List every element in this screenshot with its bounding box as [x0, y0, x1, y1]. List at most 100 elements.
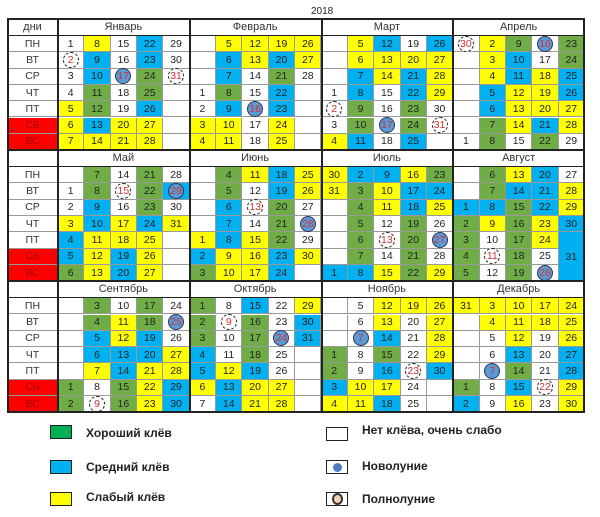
day-cell: 11: [84, 232, 111, 249]
day-cell: 31: [163, 68, 190, 85]
day-cell: 19: [137, 330, 164, 348]
empty-cell: [426, 396, 454, 413]
day-cell: 11: [84, 84, 111, 102]
day-cell: 1: [321, 264, 348, 282]
empty-cell: [321, 232, 348, 249]
month-divider: [452, 19, 455, 151]
legend-good-label: Хороший клёв: [86, 426, 172, 440]
day-cell: 26: [558, 84, 585, 102]
day-cell: 13: [374, 314, 401, 331]
day-cell: 2: [189, 101, 217, 118]
day-cell: 15: [374, 264, 401, 282]
day-cell: 8: [84, 379, 111, 396]
day-cell: 23: [532, 396, 559, 413]
new-moon-marker: 7: [484, 363, 501, 380]
day-cell: 29: [426, 264, 454, 282]
day-cell: 5: [58, 101, 85, 118]
day-cell: 13: [242, 52, 269, 69]
full-moon-marker: 30: [457, 35, 474, 52]
day-cell: 31: [426, 117, 454, 134]
empty-cell: [189, 36, 217, 53]
day-cell: 21: [137, 363, 164, 380]
day-cell: 30: [295, 314, 322, 331]
empty-cell: [453, 347, 480, 364]
day-cell: 27: [426, 314, 454, 331]
month-header: Февраль: [189, 19, 322, 36]
day-cell: 26: [532, 264, 559, 282]
day-cell: 4: [321, 396, 348, 413]
day-cell: 8: [84, 183, 111, 200]
empty-cell: [558, 264, 585, 282]
weekday-label: ПН: [8, 36, 58, 53]
day-cell: 1: [453, 199, 480, 216]
day-cell: 1: [453, 133, 480, 151]
weekday-label: ПН: [8, 167, 58, 184]
day-cell: 27: [426, 231, 454, 249]
day-cell: 1: [58, 183, 85, 200]
month-header: Ноябрь: [321, 281, 454, 299]
empty-cell: [453, 167, 480, 184]
empty-cell: [295, 379, 322, 396]
day-cell: 24: [400, 379, 427, 396]
day-cell: 23: [137, 199, 164, 216]
new-moon-marker: 25: [168, 314, 185, 331]
day-cell: 3: [189, 264, 217, 282]
empty-cell: [163, 101, 190, 118]
day-cell: 1: [453, 379, 480, 396]
month-header: Май: [58, 150, 190, 168]
day-cell: 7: [347, 248, 375, 265]
day-cell: 20: [532, 167, 559, 184]
day-cell: 3: [347, 183, 375, 200]
day-cell: 11: [505, 68, 533, 85]
empty-cell: [426, 379, 454, 396]
day-cell: 25: [295, 167, 322, 184]
day-cell: 2: [321, 100, 348, 118]
month-header: Сентябрь: [58, 281, 190, 299]
weekday-label: ПТ: [8, 232, 58, 249]
day-cell: 16: [505, 216, 533, 233]
empty-cell: [295, 133, 322, 151]
day-cell: 21: [532, 363, 559, 380]
day-cell: 11: [505, 314, 533, 331]
day-cell: 9: [374, 167, 401, 184]
day-cell: 10: [479, 232, 506, 249]
day-cell: 18: [110, 84, 138, 102]
day-cell: 2: [347, 167, 375, 184]
day-cell: 10: [374, 183, 401, 200]
day-cell: 9: [216, 248, 243, 265]
empty-cell: [58, 298, 85, 315]
day-cell: 19: [400, 36, 427, 53]
new-moon-marker: 29: [168, 183, 185, 200]
day-cell: 14: [110, 167, 138, 184]
full-moon-marker: 31: [431, 117, 448, 134]
day-cell: 14: [374, 68, 401, 85]
day-cell: 14: [374, 248, 401, 265]
day-cell: 27: [163, 347, 190, 364]
day-cell: 4: [58, 84, 85, 102]
day-cell: 29: [558, 379, 585, 396]
day-cell: 19: [268, 36, 296, 53]
day-cell: 31: [295, 330, 322, 348]
empty-cell: [321, 330, 348, 348]
day-cell: 30: [426, 363, 454, 380]
day-cell: 22: [137, 379, 164, 396]
day-cell: 26: [163, 330, 190, 348]
day-cell: 12: [374, 36, 401, 53]
day-cell: 31: [453, 298, 480, 315]
month-header: Июль: [321, 150, 454, 168]
day-cell: 12: [479, 264, 506, 282]
month-divider: [57, 19, 59, 151]
day-cell: 9: [347, 101, 375, 118]
day-cell: 7: [84, 363, 111, 380]
day-cell: 6: [58, 264, 85, 282]
day-cell: 28: [163, 167, 190, 184]
day-cell: 12: [374, 216, 401, 233]
day-cell: 25: [532, 248, 559, 265]
day-cell: 16: [374, 363, 401, 380]
day-cell: 19: [400, 298, 427, 315]
month-divider: [188, 19, 191, 151]
day-cell: 4: [58, 232, 85, 249]
empty-cell: [295, 264, 322, 282]
weekday-label: ПТ: [8, 363, 58, 380]
day-cell: 5: [347, 216, 375, 233]
